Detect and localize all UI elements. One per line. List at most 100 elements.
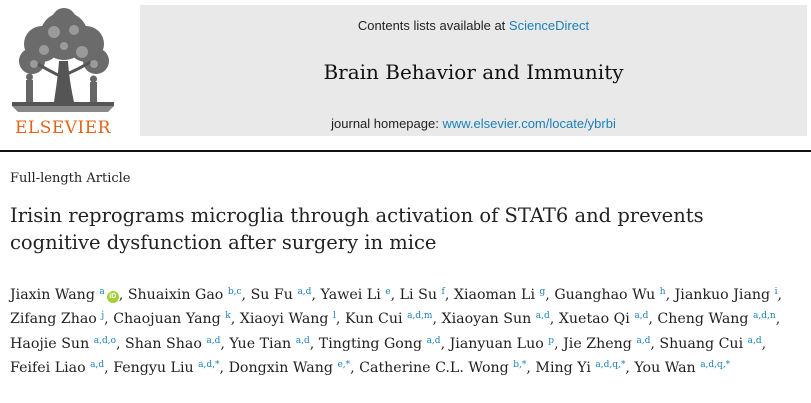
affiliation-marker[interactable]: e [385,287,391,297]
elsevier-tree-logo [4,6,122,116]
author-separator: , [311,287,316,303]
affiliation-marker[interactable]: g [539,287,546,297]
affiliation-marker[interactable]: a,d [636,335,651,346]
author[interactable]: Guanghao Wu h, [554,287,670,303]
orcid-icon[interactable]: iD [106,291,119,303]
affiliation-marker[interactable]: k [225,311,231,322]
author[interactable]: Xiaoyi Wang l, [240,311,341,327]
author-name: Li Su [399,287,437,303]
author-separator: , [549,311,555,328]
affiliation-marker[interactable]: a,d [535,311,550,322]
author[interactable]: Dongxin Wang e,*, [229,360,355,376]
affiliation-marker[interactable]: a,d [634,311,649,322]
affiliation-marker[interactable]: b,c [227,287,242,297]
affiliation-marker[interactable]: a,d [426,335,441,346]
author-name: You Wan [634,359,696,376]
journal-title[interactable]: Brain Behavior and Immunity [323,60,624,84]
author-name: Yawei Li [320,287,381,303]
affiliation-marker[interactable]: l [333,311,336,322]
affiliation-marker[interactable]: a,d,o [93,335,117,346]
header-divider [0,150,811,152]
author-separator: , [104,359,109,376]
author[interactable]: Catherine C.L. Wong b,*, [359,360,531,376]
author[interactable]: Ming Yi a,d,q,*, [535,360,629,376]
homepage-line: journal homepage: www.elsevier.com/locat… [140,116,807,131]
affiliation-marker[interactable]: a,d,q,* [700,359,731,370]
homepage-link[interactable]: www.elsevier.com/locate/ybrbi [442,116,616,131]
affiliation-marker[interactable]: f [441,287,445,297]
author[interactable]: Jiaxin Wang a iD, [10,287,123,303]
author[interactable]: Kun Cui a,d,m, [345,311,437,327]
author[interactable]: Feifei Liao a,d, [10,360,109,376]
author[interactable]: Xiaoman Li g, [454,287,550,303]
affiliation-marker[interactable]: a [99,287,105,297]
author-name: Zifang Zhao [10,311,97,328]
author[interactable]: Xuetao Qi a,d, [559,311,653,327]
author-name: Shuang Cui [659,335,744,352]
affiliation-marker[interactable]: a,d,m [407,311,433,322]
author[interactable]: Shan Shao a,d, [125,336,225,352]
author-separator: , [104,311,109,328]
author-name: Xiaoyan Sun [441,311,532,328]
author[interactable]: Jianyuan Luo p, [450,336,559,352]
affiliation-marker[interactable]: a,d,q,* [595,359,626,370]
author-separator: , [526,359,531,376]
author-separator: , [309,335,315,352]
author-name: Feifei Liao [10,359,86,376]
author[interactable]: Li Su f, [400,287,450,303]
sciencedirect-link[interactable]: ScienceDirect [508,18,590,33]
author-separator: , [335,311,341,328]
article-type: Full-length Article [10,171,131,186]
affiliation-marker[interactable]: a,d [206,335,221,346]
affiliation-marker[interactable]: a,d [90,359,105,370]
author-separator: , [350,359,355,376]
affiliation-marker[interactable]: p [548,335,555,346]
author[interactable]: Haojie Sun a,d,o, [10,336,121,352]
contents-line: Contents lists available at ScienceDirec… [140,18,807,33]
author-name: Su Fu [250,287,293,303]
author[interactable]: Tingting Gong a,d, [319,336,445,352]
affiliation-marker[interactable]: a,d,n [753,311,776,322]
author-separator: , [777,287,783,303]
affiliation-marker[interactable]: b,* [513,359,527,370]
affiliation-marker[interactable]: j [101,311,105,322]
author-separator: , [775,311,781,328]
author-name: Shan Shao [125,335,202,352]
author-name: Tingting Gong [318,335,423,352]
journal-header: ELSEVIER Contents lists available at Sci… [0,0,811,140]
author[interactable]: Zifang Zhao j, [10,311,109,327]
author[interactable]: Shuaixin Gao b,c, [128,287,246,303]
author[interactable]: Jiankuo Jiang i, [675,287,782,303]
affiliation-marker[interactable]: e,* [337,359,351,370]
author[interactable]: Shuang Cui a,d, [659,336,766,352]
author[interactable]: Fengyu Liu a,d,*, [113,360,224,376]
author-separator: , [648,311,653,328]
author[interactable]: Yue Tian a,d, [229,336,314,352]
affiliation-marker[interactable]: a,d [295,335,310,346]
affiliation-marker[interactable]: h [659,287,666,297]
author[interactable]: Yawei Li e, [320,287,395,303]
author-name: Yue Tian [229,335,292,352]
publisher-logo[interactable]: ELSEVIER [0,0,126,140]
author-separator: , [440,335,446,352]
author-name: Jie Zheng [563,335,632,352]
affiliation-marker[interactable]: a,d [747,335,762,346]
author-separator: , [554,335,559,352]
author[interactable]: Jie Zheng a,d, [563,336,655,352]
author[interactable]: Cheng Wang a,d,n, [657,311,780,327]
author-separator: , [241,287,247,303]
affiliation-marker[interactable]: a,d [297,287,312,297]
author-name: Xiaoyi Wang [239,311,329,328]
affiliation-marker[interactable]: i [774,287,778,297]
author[interactable]: Xiaoyan Sun a,d, [442,311,555,327]
author-separator: , [650,335,655,352]
author[interactable]: Chaojuan Yang k, [113,311,235,327]
author[interactable]: You Wan a,d,q,* [634,360,730,376]
affiliation-marker[interactable]: a,d,* [198,359,220,370]
author-name: Fengyu Liu [113,359,194,376]
author[interactable]: Su Fu a,d, [251,287,316,303]
article-title: Irisin reprograms microglia through acti… [10,204,704,254]
author-name: Kun Cui [344,311,403,328]
author-separator: , [761,335,767,352]
author-separator: , [116,335,121,352]
